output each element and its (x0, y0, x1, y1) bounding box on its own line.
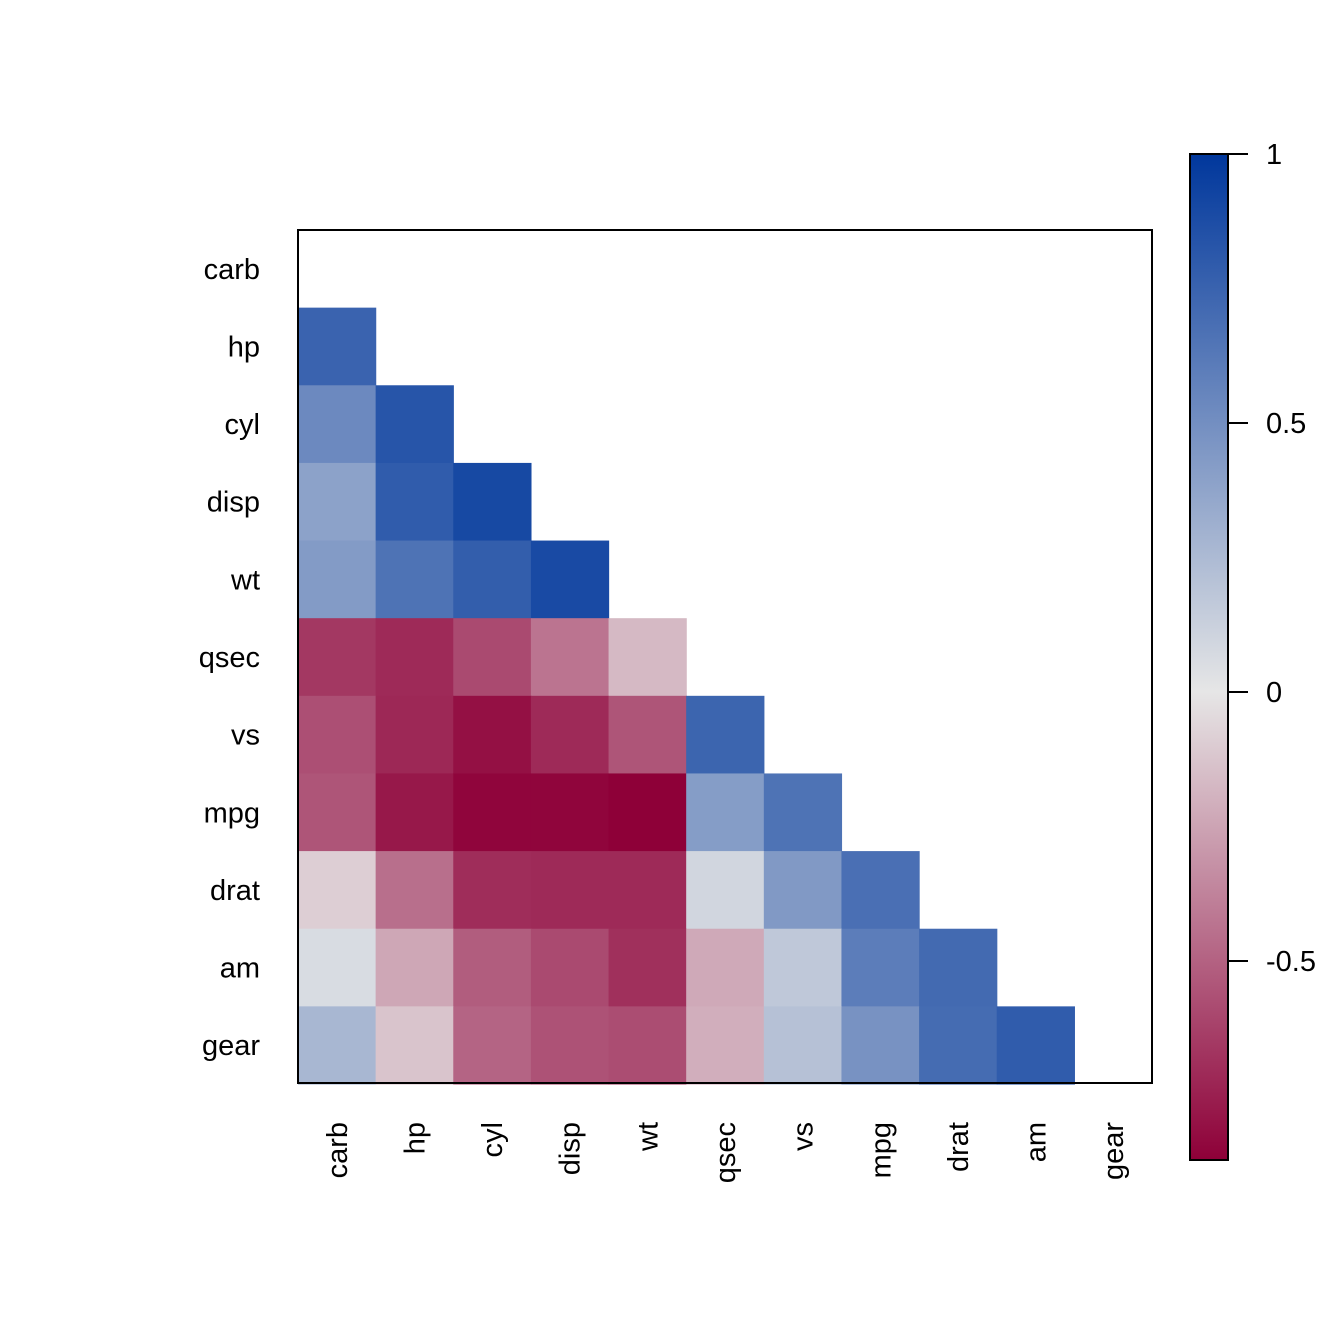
heatmap-cell-qsec-wt (608, 618, 687, 697)
y-tick-label-disp: disp (207, 487, 260, 519)
y-tick-label-drat: drat (210, 875, 260, 907)
heatmap-cell-disp-carb (298, 462, 377, 542)
y-axis-labels: carb hp cyl disp wt qsec vs mpg drat am gear (199, 254, 261, 1062)
heatmap-cell-mpg-qsec (686, 773, 765, 852)
color-legend-bar (1189, 153, 1229, 1161)
plot-frame (297, 229, 1153, 1084)
color-legend: 1 0.5 0 -0.5 (1189, 139, 1316, 1161)
y-tick-label-cyl: cyl (225, 409, 260, 441)
color-legend-tick-label: 0 (1266, 677, 1282, 709)
heatmap-cell-mpg-vs (763, 773, 843, 852)
color-legend-ticks: 1 0.5 0 -0.5 (1228, 139, 1316, 978)
heatmap-cell-gear-disp (530, 1006, 610, 1085)
heatmap-cell-mpg-cyl (453, 773, 532, 852)
y-tick-label-vs: vs (231, 720, 260, 752)
x-tick-label-qsec: qsec (710, 1122, 742, 1183)
heatmap-cell-am-qsec (686, 928, 765, 1007)
heatmap-cell-mpg-carb (298, 773, 377, 852)
heatmap-cell-mpg-wt (608, 773, 687, 852)
heatmap-cell-am-disp (530, 928, 610, 1007)
y-tick-label-mpg: mpg (204, 797, 260, 829)
heatmap-cell-gear-wt (608, 1006, 687, 1085)
heatmap-cell-cyl-hp (375, 385, 454, 464)
y-tick-label-gear: gear (202, 1030, 260, 1062)
heatmap-cell-cyl-carb (298, 385, 377, 464)
heatmap-cell-wt-cyl (453, 540, 532, 619)
heatmap-cell-am-mpg (841, 928, 920, 1007)
x-tick-label-carb: carb (322, 1122, 354, 1178)
heatmap-cell-gear-hp (375, 1006, 454, 1085)
heatmap-cell-disp-cyl (453, 462, 532, 542)
heatmap-cell-qsec-cyl (453, 618, 532, 697)
heatmap-cell-am-vs (763, 928, 843, 1007)
x-tick-label-am: am (1021, 1122, 1053, 1162)
heatmap-cell-qsec-hp (375, 618, 454, 697)
heatmap-cell-gear-mpg (841, 1006, 920, 1085)
heatmap-cell-drat-qsec (686, 851, 765, 930)
heatmap-cell-gear-qsec (686, 1006, 765, 1085)
heatmap-cell-disp-hp (375, 462, 454, 542)
heatmap-cell-drat-wt (608, 851, 687, 930)
heatmap-cell-hp-carb (298, 307, 377, 386)
heatmap-cell-vs-cyl (453, 695, 532, 775)
heatmap-cell-drat-disp (530, 851, 610, 930)
x-axis-labels: carb hp cyl disp wt qsec vs mpg drat am gear (322, 1122, 1130, 1184)
heatmap-cell-qsec-carb (298, 618, 377, 697)
x-tick-label-wt: wt (632, 1122, 664, 1152)
x-tick-label-disp: disp (555, 1122, 587, 1175)
heatmap-cell-mpg-hp (375, 773, 454, 852)
y-tick-label-carb: carb (204, 254, 260, 286)
y-tick-label-wt: wt (230, 564, 260, 596)
heatmap-cell-drat-mpg (841, 851, 920, 930)
heatmap-cell-drat-hp (375, 851, 454, 930)
heatmap-cell-am-drat (919, 928, 998, 1007)
y-tick-label-qsec: qsec (199, 642, 260, 674)
x-tick-label-cyl: cyl (477, 1122, 509, 1157)
color-legend-tick-label: 1 (1266, 139, 1282, 171)
heatmap-cell-am-carb (298, 928, 377, 1007)
heatmap-cell-am-cyl (453, 928, 532, 1007)
heatmap-cell-wt-disp (530, 540, 610, 619)
heatmap-cell-qsec-disp (530, 618, 610, 697)
heatmap-cell-gear-am (996, 1006, 1075, 1085)
x-tick-label-vs: vs (788, 1122, 820, 1151)
x-tick-label-drat: drat (943, 1122, 975, 1172)
heatmap-cell-am-wt (608, 928, 687, 1007)
color-legend-tick-label: 0.5 (1266, 408, 1306, 440)
heatmap-cell-vs-carb (298, 695, 377, 775)
heatmap-cell-gear-vs (763, 1006, 843, 1085)
x-tick-label-mpg: mpg (865, 1122, 897, 1178)
color-legend-tick-label: -0.5 (1266, 946, 1316, 978)
x-tick-label-hp: hp (399, 1122, 431, 1154)
heatmap-cell-vs-disp (530, 695, 610, 775)
heatmap-cell-mpg-disp (530, 773, 610, 852)
heatmap-cell-gear-cyl (453, 1006, 532, 1085)
heatmap-cell-drat-cyl (453, 851, 532, 930)
y-tick-label-hp: hp (228, 331, 260, 363)
heatmap-cells (298, 307, 1075, 1085)
heatmap-cell-drat-vs (763, 851, 843, 930)
heatmap-cell-vs-hp (375, 695, 454, 775)
heatmap-cell-am-hp (375, 928, 454, 1007)
heatmap-cell-wt-hp (375, 540, 454, 619)
y-tick-label-am: am (220, 953, 260, 985)
heatmap-cell-gear-carb (298, 1006, 377, 1085)
x-tick-label-gear: gear (1098, 1122, 1130, 1180)
heatmap-cell-gear-drat (919, 1006, 998, 1085)
heatmap-cell-vs-qsec (686, 695, 765, 775)
heatmap-cell-vs-wt (608, 695, 687, 775)
heatmap-cell-wt-carb (298, 540, 377, 619)
heatmap-cell-drat-carb (298, 851, 377, 930)
